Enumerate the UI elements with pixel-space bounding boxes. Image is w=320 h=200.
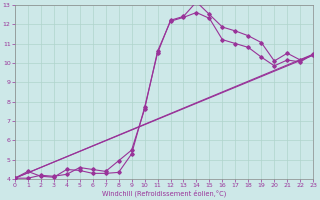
X-axis label: Windchill (Refroidissement éolien,°C): Windchill (Refroidissement éolien,°C) <box>102 190 226 197</box>
